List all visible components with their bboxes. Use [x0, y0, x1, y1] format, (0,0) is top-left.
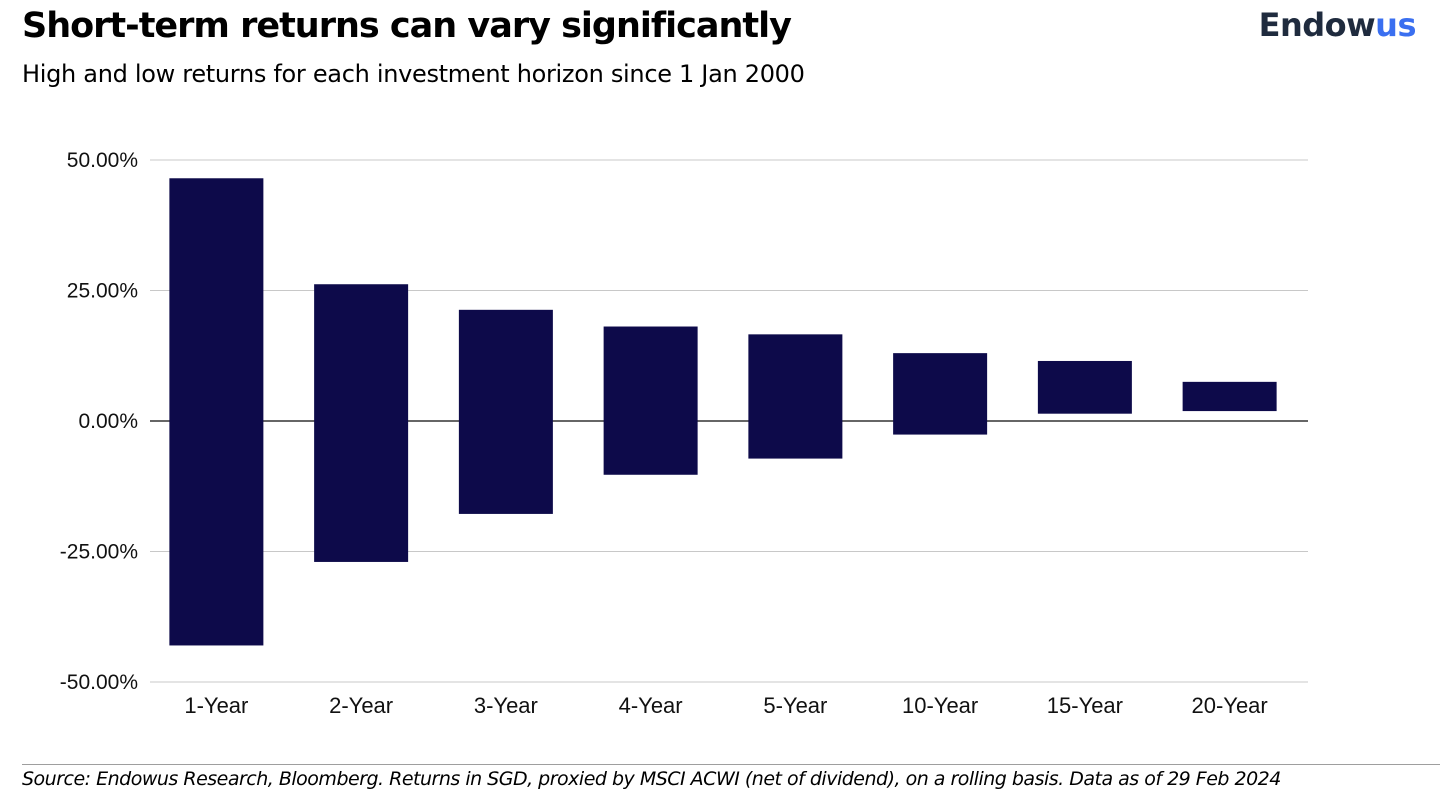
- y-tick-label: -25.00%: [60, 541, 138, 564]
- x-tick-label: 20-Year: [1192, 693, 1268, 718]
- bar-1-year: [169, 178, 264, 646]
- x-tick-label: 4-Year: [619, 693, 683, 718]
- x-tick-label: 10-Year: [902, 693, 978, 718]
- x-tick-label: 5-Year: [763, 693, 827, 718]
- logo-text-main: Endow: [1258, 6, 1376, 44]
- bar-3-year: [458, 309, 553, 514]
- x-tick-label: 2-Year: [329, 693, 393, 718]
- bar-20-year: [1182, 381, 1277, 412]
- logo-text-accent: us: [1375, 6, 1416, 44]
- endowus-logo: Endowus: [1258, 6, 1417, 44]
- y-tick-label: 50.00%: [67, 149, 138, 172]
- x-tick-label: 1-Year: [184, 693, 248, 718]
- bar-10-year: [893, 353, 988, 435]
- range-bar-chart: 50.00% 25.00% 0.00% -25.00% -50.00% 1-Year 2-Y…: [60, 149, 1308, 718]
- y-tick-label: -50.00%: [60, 671, 138, 694]
- bar-5-year: [748, 334, 843, 459]
- bar-2-year: [314, 284, 409, 562]
- x-tick-label: 15-Year: [1047, 693, 1123, 718]
- footer-divider: [22, 764, 1440, 765]
- y-tick-label: 25.00%: [67, 280, 138, 303]
- chart-title: Short-term returns can vary significantl…: [22, 6, 792, 46]
- x-tick-label: 3-Year: [474, 693, 538, 718]
- source-note: Source: Endowus Research, Bloomberg. Ret…: [22, 768, 1281, 790]
- chart-subtitle: High and low returns for each investment…: [22, 60, 805, 88]
- y-tick-label: 0.00%: [78, 410, 138, 433]
- bar-4-year: [603, 326, 698, 475]
- bar-15-year: [1037, 360, 1132, 414]
